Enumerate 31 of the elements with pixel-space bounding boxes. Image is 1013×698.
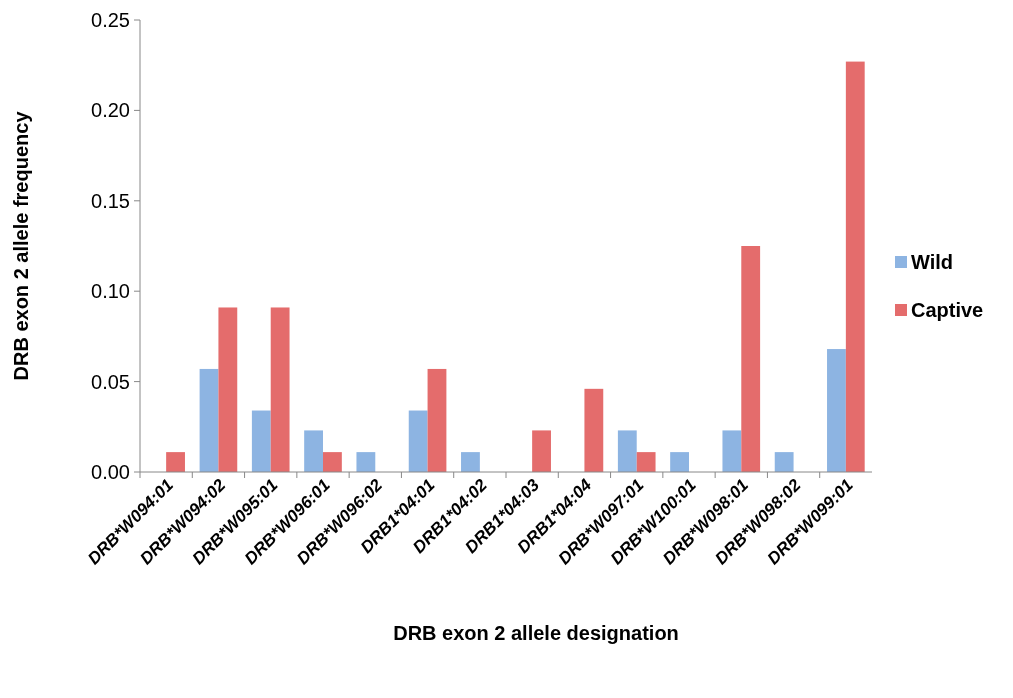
x-axis-title: DRB exon 2 allele designation: [393, 622, 679, 644]
y-tick-label: 0.10: [91, 280, 130, 303]
bar: [218, 307, 238, 472]
bar: [636, 452, 656, 472]
bar: [584, 388, 604, 472]
y-tick-label: 0.25: [91, 9, 130, 31]
legend-label: Captive: [911, 299, 984, 321]
bar: [461, 452, 480, 472]
y-axis-title: DRB exon 2 allele frequency: [10, 110, 32, 381]
bar: [166, 452, 185, 472]
bar: [270, 307, 290, 472]
bar: [408, 410, 428, 472]
bar: [845, 61, 865, 472]
bar: [532, 430, 551, 472]
bar: [251, 410, 271, 472]
y-tick-label: 0.20: [91, 99, 130, 122]
y-tick-label: 0.00: [91, 461, 130, 483]
bar: [722, 430, 742, 472]
bar: [323, 452, 342, 472]
bar: [304, 430, 323, 472]
legend-label: Wild: [911, 251, 954, 273]
bar: [670, 452, 689, 472]
bar: [199, 368, 219, 472]
bar: [617, 430, 637, 472]
bar: [427, 368, 447, 472]
bar: [741, 246, 761, 472]
y-tick-label: 0.05: [91, 370, 130, 393]
bar: [356, 452, 376, 472]
y-tick-label: 0.15: [91, 189, 130, 212]
bar: [774, 452, 794, 472]
bar: [827, 349, 846, 472]
